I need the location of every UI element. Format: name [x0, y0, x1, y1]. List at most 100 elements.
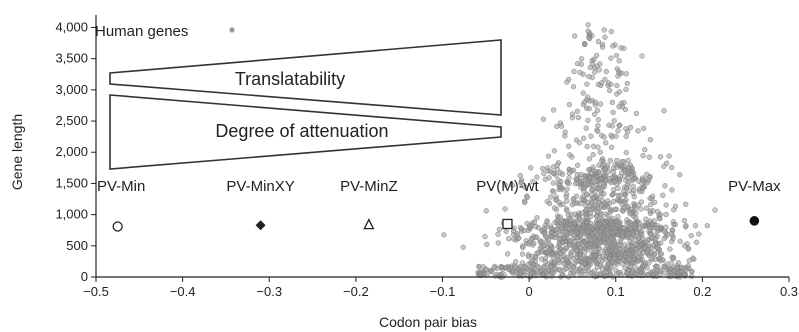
gene-point	[551, 189, 557, 195]
gene-point	[646, 177, 652, 184]
gene-point	[595, 144, 601, 150]
gene-point	[550, 170, 557, 176]
virus-label: PV(M)-wt	[476, 178, 539, 195]
gene-point	[623, 133, 629, 140]
gene-point	[667, 246, 673, 252]
gene-point	[693, 239, 700, 245]
gene-point	[584, 191, 590, 197]
gene-point	[588, 133, 594, 139]
gene-point	[546, 267, 552, 273]
gene-point	[601, 134, 607, 140]
gene-point	[518, 179, 524, 185]
gene-point	[581, 239, 587, 245]
gene-point	[670, 255, 677, 262]
gene-point	[612, 267, 619, 273]
gene-point	[607, 271, 614, 278]
legend-label-human-genes: Human genes	[95, 23, 188, 40]
virus-markers: PV-Min PV-MinXY PV-MinZ PV(M)-wt PV-Max	[97, 178, 781, 232]
gene-point	[551, 205, 558, 211]
gene-point	[511, 236, 517, 242]
gene-point	[585, 117, 591, 124]
y-tick-label: 3,500	[55, 51, 88, 66]
gene-point	[603, 264, 609, 270]
gene-point	[594, 221, 600, 228]
gene-point	[594, 264, 601, 270]
gene-point	[519, 251, 526, 257]
gene-point	[623, 86, 629, 93]
gene-point	[625, 243, 631, 249]
gene-point	[561, 234, 567, 241]
gene-point	[660, 192, 666, 198]
gene-point	[554, 217, 560, 224]
gene-point	[526, 267, 533, 274]
gene-point	[663, 211, 669, 218]
gene-point	[628, 172, 634, 178]
gene-point	[631, 176, 637, 182]
gene-point	[592, 252, 598, 258]
gene-point	[628, 226, 634, 232]
gene-point	[661, 163, 667, 169]
gene-point	[611, 118, 617, 124]
gene-point	[633, 205, 639, 211]
gene-point	[595, 205, 601, 212]
gene-point	[569, 115, 576, 121]
gene-point	[692, 223, 699, 229]
gene-point	[532, 258, 538, 264]
gene-point	[540, 165, 546, 172]
gene-point	[638, 206, 644, 212]
gene-point	[480, 264, 487, 270]
gene-point	[607, 157, 613, 164]
gene-point	[587, 224, 593, 230]
gene-point	[602, 34, 608, 40]
gene-point	[579, 228, 585, 234]
gene-point	[586, 156, 593, 162]
gene-point	[668, 231, 675, 237]
gene-point	[595, 117, 602, 123]
gene-point	[593, 52, 600, 59]
gene-point	[503, 228, 509, 235]
gene-point	[623, 149, 629, 156]
y-tick-label: 2,500	[55, 113, 88, 128]
gene-point	[572, 244, 578, 251]
gene-point	[574, 254, 580, 260]
gene-point	[545, 153, 552, 159]
gene-point	[650, 208, 656, 214]
gene-point	[580, 90, 586, 96]
gene-point	[677, 238, 683, 245]
gene-point	[597, 149, 603, 155]
gene-point	[534, 174, 540, 180]
gene-point	[662, 183, 668, 189]
gene-point	[526, 241, 532, 247]
gene-point	[672, 203, 679, 209]
gene-point	[609, 123, 615, 129]
gene-point	[532, 234, 538, 241]
gene-point	[651, 224, 657, 231]
gene-point	[484, 241, 490, 248]
gene-point	[579, 196, 585, 202]
gene-point	[540, 116, 547, 122]
gene-point	[517, 172, 523, 179]
gene-point	[607, 256, 613, 262]
gene-point	[544, 218, 550, 224]
gene-point	[585, 28, 591, 34]
gene-point	[712, 207, 718, 213]
gene-point	[624, 80, 630, 87]
gene-point	[590, 152, 596, 158]
gene-point	[624, 270, 630, 276]
gene-point	[518, 268, 524, 274]
gene-point	[578, 171, 584, 178]
virus-marker	[502, 218, 513, 230]
gene-point	[616, 242, 622, 248]
gene-point	[550, 180, 557, 186]
gene-point	[586, 35, 592, 41]
gene-point	[498, 264, 504, 271]
gene-point	[558, 178, 564, 185]
y-tick-label: 500	[66, 238, 88, 253]
gene-point	[616, 220, 622, 226]
x-tick-label: −0.4	[170, 284, 196, 299]
gene-point	[590, 143, 597, 149]
gene-point	[620, 230, 626, 236]
gene-point	[596, 245, 603, 252]
gene-point	[621, 192, 628, 198]
gene-point	[613, 52, 620, 59]
